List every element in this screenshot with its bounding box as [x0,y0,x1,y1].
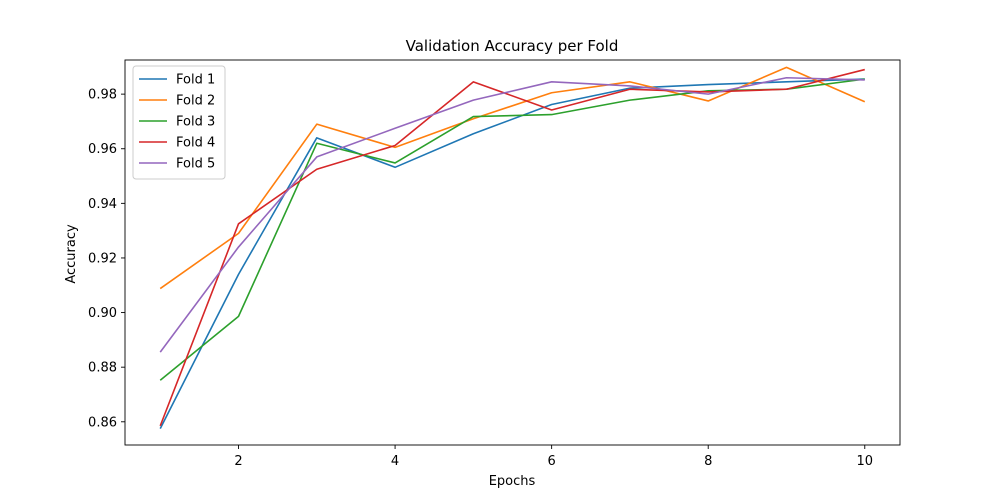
series-line-fold-4 [159,68,865,427]
y-tick-label: 0.92 [88,251,117,266]
y-tick-label: 0.98 [88,88,117,103]
y-tick-label: 0.86 [88,415,117,430]
y-tick-label: 0.90 [88,306,117,321]
x-axis-label: Epochs [489,474,536,489]
legend-label-fold-3: Fold 3 [176,115,215,130]
y-tick-label: 0.96 [88,142,117,157]
x-tick-label: 2 [234,454,242,469]
series-line-fold-5 [159,76,865,353]
x-tick-label: 6 [548,454,556,469]
x-tick-label: 10 [856,454,873,469]
axes-frame [124,59,901,446]
y-axis-label: Accuracy [64,224,79,284]
series-line-fold-2 [159,66,866,290]
y-tick-label: 0.88 [88,361,117,376]
plot-area: 2 4 6 8 10 0.86 0.88 0.90 0.92 0.94 0.96 0.98 [88,59,901,469]
legend-label-fold-2: Fold 2 [176,94,215,109]
legend: Fold 1 Fold 2 Fold 3 Fold 4 Fold 5 [132,65,226,180]
x-tick-label: 4 [391,454,399,469]
series-line-fold-3 [159,78,865,381]
legend-label-fold-5: Fold 5 [176,157,215,172]
chart-title: Validation Accuracy per Fold [406,37,619,55]
y-tick-label: 0.94 [88,197,117,212]
legend-label-fold-1: Fold 1 [176,73,215,88]
legend-label-fold-4: Fold 4 [176,136,215,151]
series-line-fold-1 [159,78,865,429]
legend-box [132,65,226,180]
x-tick-label: 8 [704,454,712,469]
